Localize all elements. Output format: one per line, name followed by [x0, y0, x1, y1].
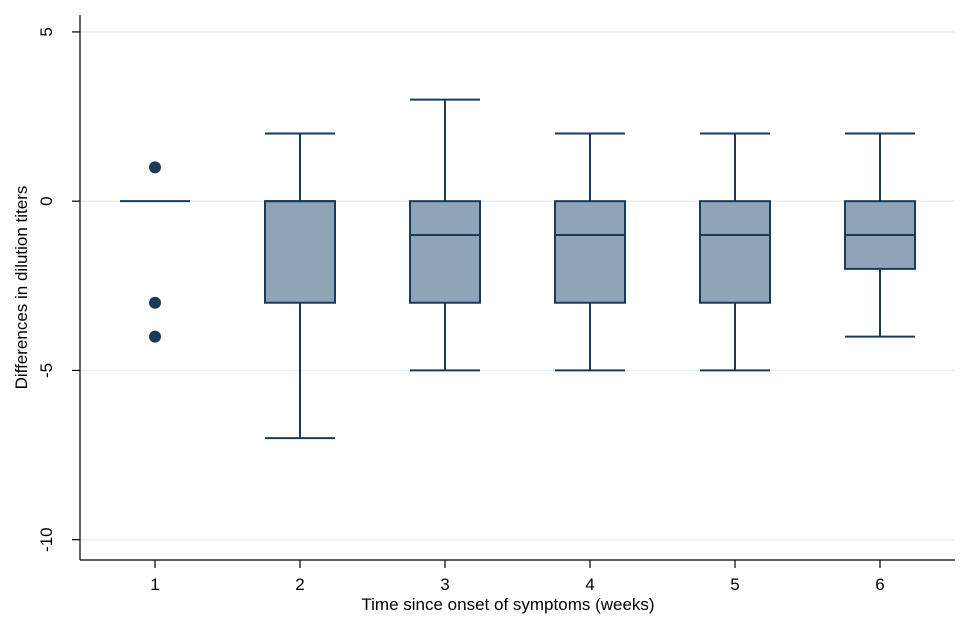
y-axis-title: Differences in dilution titers [12, 186, 31, 390]
outlier-point-1-1 [149, 296, 161, 309]
y-tick-label--10: -10 [37, 527, 56, 552]
y-tick-label-0: 0 [37, 196, 56, 205]
box-group-3 [409, 98, 481, 372]
axes [72, 15, 955, 568]
box-series [120, 98, 916, 440]
x-tick-label-4: 4 [585, 575, 594, 594]
x-tick-label-5: 5 [730, 575, 739, 594]
x-tick-label-2: 2 [295, 575, 304, 594]
outlier-point-1-2 [149, 330, 161, 343]
box-group-5 [699, 132, 771, 372]
outlier-point-1-0 [149, 161, 161, 174]
box-4 [554, 200, 626, 304]
box-group-1 [120, 161, 190, 343]
x-tick-label-3: 3 [440, 575, 449, 594]
y-tick-label--5: -5 [37, 363, 56, 378]
box-group-4 [554, 132, 626, 372]
x-tick-label-6: 6 [875, 575, 884, 594]
box-group-6 [844, 132, 916, 338]
x-axis-title: Time since onset of symptoms (weeks) [361, 595, 654, 614]
grid-lines [80, 31, 955, 541]
tick-labels: 5 0 -5 -10 1 2 3 4 5 6 [37, 27, 885, 594]
x-tick-label-1: 1 [150, 575, 159, 594]
box-2 [264, 200, 336, 304]
box-5 [699, 200, 771, 304]
box-group-2 [264, 132, 336, 440]
y-tick-label-5: 5 [37, 27, 56, 36]
box-3 [409, 200, 481, 304]
